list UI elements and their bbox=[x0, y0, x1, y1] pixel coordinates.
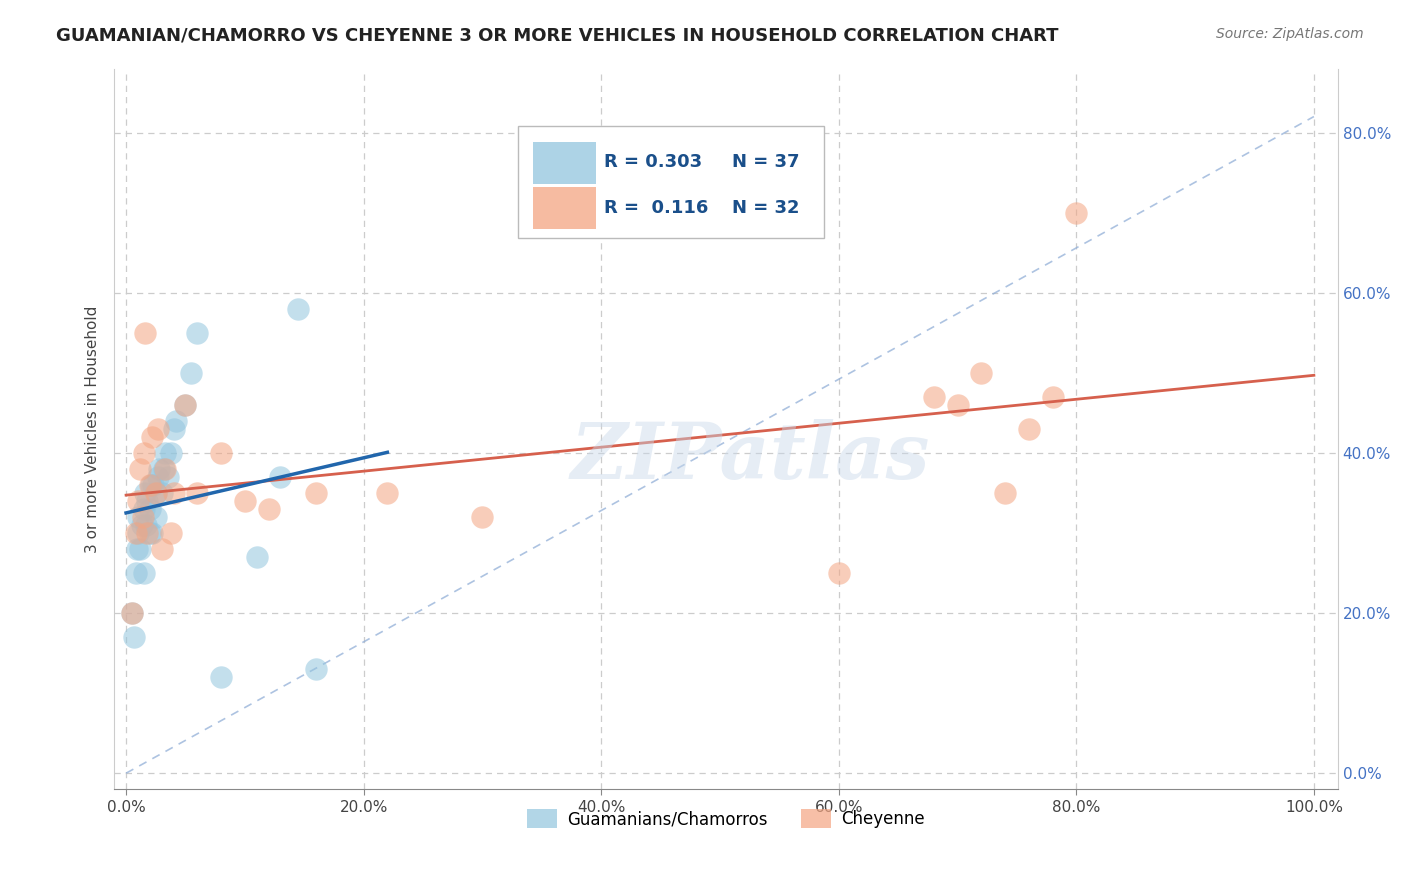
Point bbox=[1066, 205, 1088, 219]
Point bbox=[160, 526, 183, 541]
Point bbox=[269, 470, 291, 484]
Point bbox=[155, 446, 177, 460]
Point bbox=[162, 486, 184, 500]
Point bbox=[828, 566, 851, 580]
Point bbox=[121, 606, 143, 620]
Text: GUAMANIAN/CHAMORRO VS CHEYENNE 3 OR MORE VEHICLES IN HOUSEHOLD CORRELATION CHART: GUAMANIAN/CHAMORRO VS CHEYENNE 3 OR MORE… bbox=[56, 27, 1059, 45]
Point bbox=[127, 494, 149, 508]
Point bbox=[124, 526, 146, 541]
Point bbox=[209, 446, 232, 460]
Point bbox=[246, 549, 269, 564]
Point bbox=[132, 502, 155, 516]
Point bbox=[129, 541, 152, 556]
Point bbox=[186, 486, 208, 500]
Text: R =  0.116: R = 0.116 bbox=[603, 199, 709, 217]
Point bbox=[146, 422, 169, 436]
Point bbox=[305, 662, 328, 676]
Point bbox=[127, 526, 149, 541]
Point bbox=[946, 398, 969, 412]
Point bbox=[139, 478, 162, 492]
Point bbox=[139, 478, 162, 492]
Point bbox=[153, 462, 176, 476]
Point bbox=[135, 518, 157, 533]
Point bbox=[125, 541, 148, 556]
Point bbox=[1042, 390, 1064, 404]
Point bbox=[233, 494, 256, 508]
Point bbox=[471, 510, 494, 524]
Point bbox=[145, 486, 167, 500]
Text: Source: ZipAtlas.com: Source: ZipAtlas.com bbox=[1216, 27, 1364, 41]
Point bbox=[162, 422, 184, 436]
Point bbox=[145, 510, 167, 524]
Point bbox=[287, 301, 309, 316]
FancyBboxPatch shape bbox=[533, 142, 596, 184]
Point bbox=[142, 478, 165, 492]
Point bbox=[136, 526, 159, 541]
Text: R = 0.303: R = 0.303 bbox=[603, 153, 702, 171]
Text: ZIPatlas: ZIPatlas bbox=[571, 419, 931, 496]
Point bbox=[148, 462, 170, 476]
Point bbox=[139, 502, 162, 516]
Point bbox=[141, 430, 163, 444]
Point bbox=[1018, 422, 1040, 436]
Legend: Guamanians/Chamorros, Cheyenne: Guamanians/Chamorros, Cheyenne bbox=[520, 803, 931, 835]
Point bbox=[150, 486, 173, 500]
Point bbox=[127, 510, 149, 524]
Point bbox=[180, 366, 202, 380]
FancyBboxPatch shape bbox=[517, 126, 824, 238]
Point bbox=[970, 366, 993, 380]
Point bbox=[150, 541, 173, 556]
Point bbox=[146, 470, 169, 484]
Text: N = 32: N = 32 bbox=[733, 199, 800, 217]
Point bbox=[132, 566, 155, 580]
Point bbox=[124, 630, 146, 644]
Point bbox=[257, 502, 280, 516]
Point bbox=[141, 526, 163, 541]
Point bbox=[209, 670, 232, 684]
Point bbox=[139, 526, 162, 541]
Point bbox=[134, 486, 156, 500]
Point bbox=[156, 470, 179, 484]
Point bbox=[124, 566, 146, 580]
Point bbox=[165, 414, 187, 428]
Point bbox=[134, 326, 156, 340]
Point bbox=[922, 390, 945, 404]
Point bbox=[155, 462, 177, 476]
Point bbox=[186, 326, 208, 340]
Point bbox=[121, 606, 143, 620]
Text: N = 37: N = 37 bbox=[733, 153, 800, 171]
Point bbox=[174, 398, 197, 412]
Point bbox=[145, 486, 167, 500]
Point bbox=[129, 462, 152, 476]
Point bbox=[994, 486, 1017, 500]
Point bbox=[305, 486, 328, 500]
Y-axis label: 3 or more Vehicles in Household: 3 or more Vehicles in Household bbox=[86, 305, 100, 552]
Point bbox=[132, 446, 155, 460]
FancyBboxPatch shape bbox=[533, 187, 596, 229]
Point bbox=[136, 494, 159, 508]
Point bbox=[377, 486, 399, 500]
Point bbox=[174, 398, 197, 412]
Point bbox=[160, 446, 183, 460]
Point bbox=[131, 518, 153, 533]
Point bbox=[131, 510, 153, 524]
